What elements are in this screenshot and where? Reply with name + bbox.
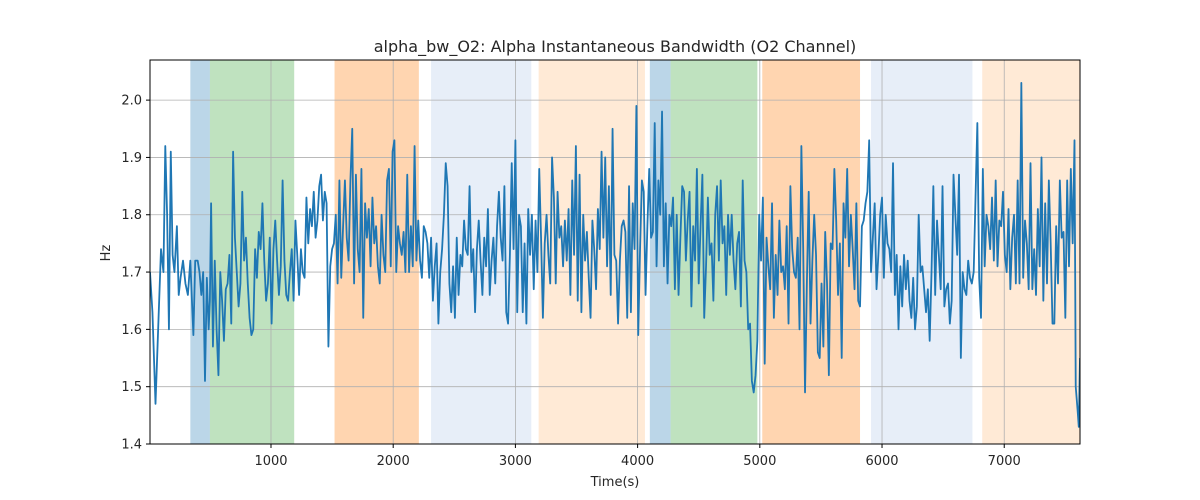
axes-frame [149, 59, 1081, 445]
y-axis-ticks: 1.4 1.5 1.6 1.7 1.8 1.9 2.0 [121, 94, 150, 453]
x-tick-label-2000: 2000 [377, 454, 410, 469]
x-tick-label-6000: 6000 [865, 454, 898, 469]
y-axis-label: Hz [99, 245, 114, 262]
x-tick-label-7000: 7000 [988, 454, 1021, 469]
y-tick-label-1.9: 1.9 [121, 151, 142, 166]
x-tick-label-3000: 3000 [499, 454, 532, 469]
y-tick-label-1.5: 1.5 [121, 380, 142, 395]
highlight-band-4 [431, 60, 532, 444]
y-tick-label-1.7: 1.7 [121, 266, 142, 281]
plot-frame [149, 59, 1081, 445]
highlight-band-2 [209, 60, 295, 444]
chart-title: alpha_bw_O2: Alpha Instantaneous Bandwid… [374, 37, 857, 57]
series-line-1 [150, 82, 1080, 428]
y-tick-label-1.8: 1.8 [121, 208, 142, 223]
x-axis-label: Time(s) [590, 475, 640, 490]
highlight-band-9 [871, 60, 973, 444]
x-tick-label-1000: 1000 [254, 454, 287, 469]
y-tick-label-1.6: 1.6 [121, 323, 142, 338]
x-axis-ticks: 1000 2000 3000 4000 5000 6000 7000 [254, 444, 1021, 469]
y-tick-label-2.0: 2.0 [121, 94, 142, 109]
grid-lines [150, 60, 1080, 445]
y-tick-label-1.4: 1.4 [121, 438, 142, 453]
series-line-layer [150, 82, 1080, 428]
x-tick-label-4000: 4000 [621, 454, 654, 469]
x-tick-label-5000: 5000 [743, 454, 776, 469]
